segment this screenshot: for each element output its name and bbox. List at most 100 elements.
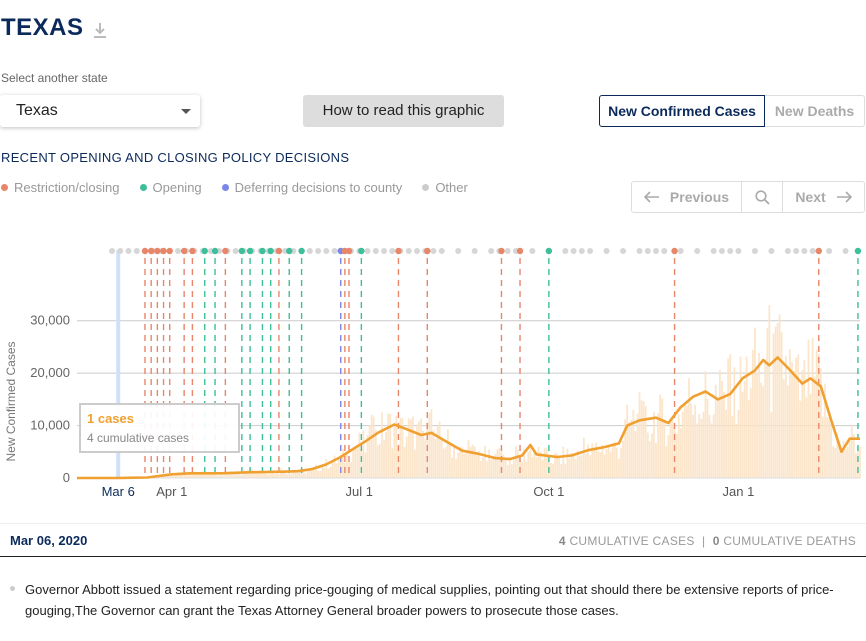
daily-cases-bar	[370, 414, 373, 478]
daily-cases-bar	[764, 359, 767, 478]
policy-event-dot	[661, 248, 668, 254]
daily-cases-bar	[848, 440, 851, 478]
daily-cases-bar	[329, 467, 332, 478]
note-bullet	[10, 586, 15, 591]
cumulative-cases-count: 4	[558, 534, 566, 548]
daily-cases-bar	[603, 454, 606, 478]
policy-event-dot	[644, 248, 651, 254]
daily-cases-bar	[440, 438, 443, 478]
next-button[interactable]: Next	[783, 182, 864, 212]
daily-cases-bar	[195, 473, 198, 478]
daily-cases-bar	[226, 472, 229, 478]
daily-cases-bar	[819, 368, 822, 478]
daily-cases-bar	[506, 465, 509, 478]
legend-item-opening: Opening	[139, 180, 202, 195]
daily-cases-bar	[372, 416, 375, 478]
arrow-right-icon	[836, 191, 852, 203]
daily-cases-bar	[514, 446, 517, 478]
daily-cases-bar	[477, 450, 480, 478]
daily-cases-bar	[630, 419, 633, 478]
daily-cases-bar	[784, 356, 787, 478]
legend-dot-opening	[139, 184, 147, 191]
daily-cases-bar	[776, 323, 779, 478]
daily-cases-bar	[170, 474, 173, 478]
x-tick-label: Oct 1	[533, 484, 564, 499]
daily-cases-bar	[554, 452, 556, 478]
policy-event-dot	[259, 247, 266, 255]
daily-cases-bar	[395, 415, 398, 478]
y-axis-label: New Confirmed Cases	[4, 341, 18, 461]
daily-cases-bar	[859, 446, 861, 478]
daily-cases-bar	[799, 400, 802, 478]
daily-cases-bar	[716, 397, 719, 478]
policy-event-dot	[189, 247, 196, 255]
daily-cases-bar	[442, 448, 445, 478]
daily-cases-bar	[172, 475, 175, 478]
daily-cases-bar	[686, 405, 688, 478]
policy-event-dot	[826, 248, 833, 254]
policy-event-dot	[141, 247, 149, 255]
daily-cases-bar	[807, 339, 810, 478]
policy-event-dot	[238, 247, 246, 255]
cumulative-deaths-count: 0	[712, 534, 720, 548]
daily-cases-bar	[467, 439, 470, 478]
state-select[interactable]: Texas	[0, 95, 200, 127]
daily-cases-bar	[564, 463, 567, 478]
daily-cases-bar	[712, 414, 715, 478]
daily-cases-bar	[238, 474, 241, 478]
selected-date-band	[116, 250, 121, 478]
cumulative-deaths-label: CUMULATIVE DEATHS	[723, 534, 856, 548]
daily-cases-bar	[756, 373, 758, 478]
daily-cases-bar	[207, 472, 210, 478]
daily-cases-bar	[224, 471, 227, 478]
policy-section-title: RECENT OPENING AND CLOSING POLICY DECISI…	[1, 150, 350, 165]
search-button[interactable]	[742, 182, 783, 212]
daily-cases-bar	[702, 411, 705, 478]
daily-cases-bar	[325, 459, 328, 478]
daily-cases-bar	[275, 471, 278, 478]
daily-cases-bar	[813, 376, 816, 478]
daily-cases-bar	[824, 383, 826, 478]
tab-new-confirmed-cases[interactable]: New Confirmed Cases	[599, 95, 765, 127]
cases-chart[interactable]: 0 10,000 20,000 30,000 New Confirmed Cases Ma…	[0, 230, 866, 515]
policy-event-dot	[671, 247, 678, 255]
daily-cases-bar	[416, 424, 418, 478]
daily-cases-bar	[556, 453, 559, 478]
daily-cases-bar	[727, 358, 730, 478]
daily-cases-bar	[444, 446, 447, 478]
daily-cases-bar	[854, 453, 857, 478]
download-icon[interactable]	[92, 22, 108, 40]
arrow-left-icon	[643, 191, 659, 203]
daily-cases-bar	[521, 461, 523, 478]
how-to-read-button[interactable]: How to read this graphic	[303, 95, 504, 127]
daily-cases-bar	[768, 305, 771, 478]
policy-event-dot	[694, 248, 701, 254]
daily-cases-bar	[552, 464, 554, 478]
daily-cases-bar	[403, 446, 406, 478]
daily-cases-bar	[745, 356, 748, 478]
daily-cases-bar	[836, 433, 839, 478]
daily-cases-bar	[249, 469, 251, 478]
previous-button[interactable]: Previous	[632, 182, 742, 212]
policy-event-dot	[331, 248, 338, 254]
daily-cases-bar	[743, 381, 746, 478]
daily-cases-bar	[694, 404, 697, 478]
daily-cases-bar	[607, 445, 610, 478]
daily-cases-bar	[175, 475, 177, 478]
daily-cases-bar	[366, 434, 369, 478]
tab-new-deaths[interactable]: New Deaths	[765, 95, 865, 127]
daily-cases-bar	[774, 326, 777, 478]
daily-cases-bar	[319, 471, 322, 478]
daily-cases-bar	[593, 447, 596, 478]
daily-cases-bar	[801, 370, 804, 478]
daily-cases-bar	[568, 458, 571, 478]
daily-cases-bar	[605, 449, 608, 478]
daily-cases-bar	[337, 458, 340, 478]
state-select-label: Select another state	[1, 71, 108, 85]
daily-cases-bar	[360, 446, 363, 478]
daily-cases-bar	[352, 448, 355, 478]
legend-dot-other	[422, 184, 430, 191]
daily-cases-bar	[718, 370, 721, 478]
daily-cases-bar	[409, 419, 412, 478]
policy-event-dot	[133, 248, 140, 254]
